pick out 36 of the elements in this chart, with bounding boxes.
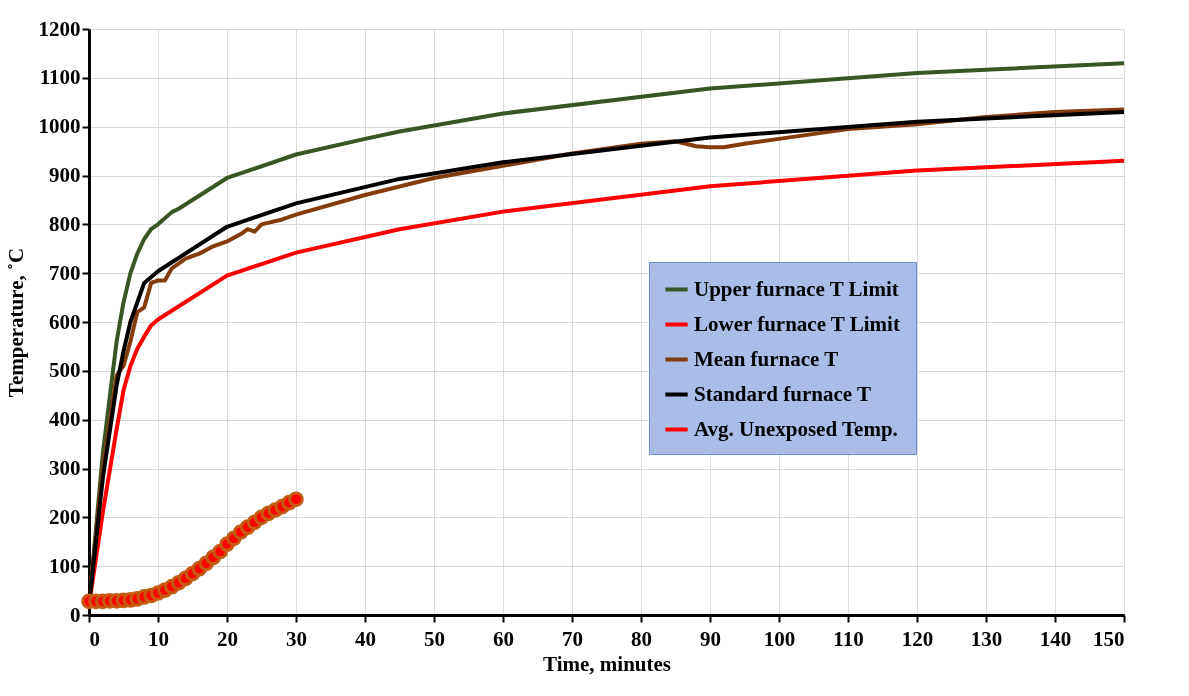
x-tick-label: 70 [562, 626, 583, 651]
y-tick-label: 1100 [39, 65, 81, 90]
y-tick-label: 1000 [38, 114, 81, 139]
legend-label: Mean furnace T [694, 346, 839, 371]
y-tick-label: 400 [49, 407, 81, 432]
x-tick-label: 90 [700, 626, 721, 651]
x-tick-label: 0 [89, 626, 100, 651]
x-tick-label: 80 [631, 626, 652, 651]
y-axis-title: Temperature, ˚C [3, 247, 28, 398]
x-tick-label: 20 [217, 626, 238, 651]
legend-label: Lower furnace T Limit [694, 311, 900, 336]
y-tick-label: 200 [49, 504, 81, 529]
x-tick-label: 100 [763, 626, 796, 651]
y-tick-label: 300 [49, 456, 81, 480]
y-tick-label: 1200 [38, 16, 81, 41]
x-tick-label: 120 [901, 626, 934, 651]
x-tick-label: 150 [1093, 626, 1125, 651]
y-tick-label: 500 [49, 358, 81, 383]
legend-label: Avg. Unexposed Temp. [694, 416, 898, 441]
x-tick-label: 40 [355, 626, 376, 651]
legend-label: Standard furnace T [694, 381, 871, 406]
y-tick-label: 900 [49, 163, 81, 187]
x-tick-label: 60 [493, 626, 514, 651]
legend-label: Upper furnace T Limit [694, 276, 899, 301]
y-tick-label: 800 [49, 211, 81, 236]
x-axis-title: Time, minutes [543, 651, 671, 676]
y-tick-label: 700 [49, 260, 81, 285]
x-tick-label: 10 [148, 626, 169, 651]
x-tick-label: 130 [970, 626, 1003, 651]
y-tick-label: 600 [49, 309, 81, 334]
x-tick-label: 140 [1039, 626, 1072, 651]
x-tick-label: 50 [424, 626, 445, 651]
y-tick-label: 0 [70, 602, 81, 627]
y-tick-label: 100 [49, 553, 81, 578]
x-tick-label: 30 [286, 626, 307, 651]
x-tick-label: 110 [833, 626, 864, 651]
